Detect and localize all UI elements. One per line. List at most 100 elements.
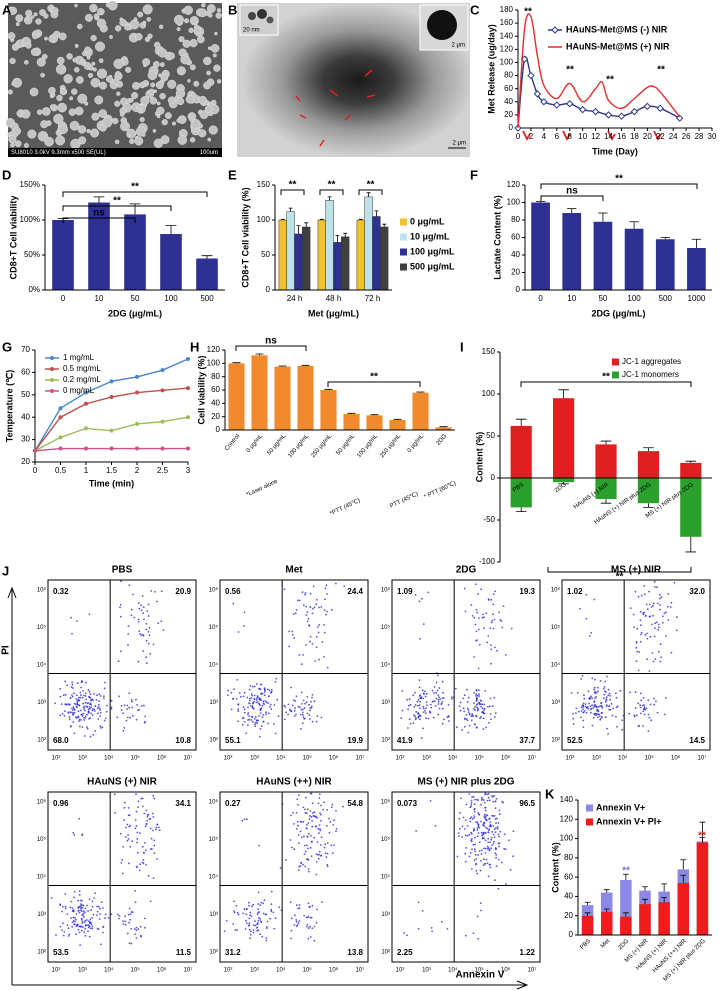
sem-particle: [184, 52, 189, 57]
flow-event: [120, 705, 123, 707]
flow-event: [656, 711, 659, 714]
flow-event: [254, 715, 257, 718]
y-tick-label: 100: [500, 58, 514, 67]
flow-event: [644, 634, 647, 636]
flow-event: [290, 937, 292, 940]
flow-event: [291, 846, 293, 849]
flow-event: [401, 709, 404, 712]
flow-event: [307, 868, 310, 870]
flow-event: [478, 850, 481, 852]
flow-event: [104, 917, 106, 919]
flow-event: [258, 715, 260, 717]
flow-event: [301, 703, 303, 705]
flow-event: [306, 923, 309, 926]
flow-x-tick-label: 10⁴: [276, 755, 286, 762]
sem-particle: [188, 27, 194, 34]
flow-event: [307, 870, 310, 873]
flow-event: [293, 715, 296, 717]
flow-event: [88, 691, 91, 693]
error-bar: [366, 192, 371, 197]
error-bar: [661, 883, 668, 892]
x-axis-label: 2DG (μg/mL): [108, 308, 162, 318]
flow-event: [72, 709, 74, 711]
sem-particle: [29, 87, 39, 97]
flow-event: [241, 723, 244, 726]
flow-event: [123, 704, 126, 706]
flow-event: [480, 831, 483, 834]
flow-event: [482, 728, 485, 730]
flow-event: [588, 702, 591, 705]
flow-event: [436, 689, 439, 692]
flow-event: [335, 830, 337, 833]
flow-event: [252, 903, 255, 906]
flow-event: [302, 654, 305, 656]
flow-title: PBS: [112, 565, 133, 576]
flow-event: [315, 861, 318, 863]
flow-event: [438, 707, 441, 710]
flow-event: [447, 704, 450, 706]
flow-event: [465, 803, 468, 806]
flow-event: [483, 703, 485, 706]
sem-particle: [157, 48, 168, 58]
flow-event: [512, 830, 515, 833]
sem-particle: [129, 138, 135, 145]
flow-event: [64, 905, 67, 908]
flow-event: [86, 726, 88, 729]
flow-event: [652, 614, 654, 617]
flow-event: [330, 608, 333, 611]
flow-event: [97, 928, 100, 930]
flow-event: [121, 859, 123, 861]
flow-event: [127, 644, 129, 647]
flow-event: [265, 701, 268, 704]
sem-particle: [90, 77, 101, 88]
flow-event: [124, 924, 127, 926]
sem-particle: [185, 95, 195, 104]
flow-event: [90, 923, 93, 926]
flow-event: [601, 706, 604, 709]
flow-event: [480, 588, 482, 591]
flow-event: [490, 836, 493, 839]
flow-event: [138, 607, 141, 610]
flow-event: [473, 803, 476, 806]
flow-event: [500, 861, 503, 864]
sem-particle: [147, 70, 158, 81]
flow-event: [592, 716, 595, 719]
flow-event: [491, 705, 494, 708]
flow-event: [315, 603, 318, 606]
point: [160, 368, 165, 373]
flow-event: [450, 698, 453, 700]
y-tick-label: -100: [479, 557, 496, 566]
flow-event: [124, 801, 126, 804]
flow-event: [305, 812, 308, 815]
flow-event: [305, 614, 308, 616]
sem-particle: [94, 95, 104, 105]
bar: [88, 202, 110, 290]
flow-event: [243, 708, 246, 711]
flow-event: [318, 793, 321, 796]
sem-particle: [131, 91, 139, 99]
flow-event: [475, 862, 477, 865]
flow-event: [496, 649, 498, 652]
sem-particle: [111, 117, 119, 125]
flow-event: [497, 887, 500, 890]
flow-event: [235, 698, 238, 700]
flow-event: [317, 631, 320, 634]
error-bar: [603, 889, 610, 893]
flow-event: [325, 584, 328, 587]
flow-event: [302, 820, 305, 823]
flow-event: [492, 815, 495, 817]
flow-event: [595, 695, 597, 698]
sem-particle: [7, 32, 16, 40]
flow-event: [493, 794, 495, 797]
flow-event: [435, 681, 438, 684]
flow-event: [490, 648, 493, 651]
flow-event: [73, 692, 75, 695]
flow-event: [136, 704, 139, 706]
flow-event: [488, 849, 491, 852]
flow-event: [141, 595, 144, 597]
flow-event: [493, 716, 496, 718]
error-bar: [319, 218, 324, 220]
flow-event: [265, 937, 268, 939]
flow-event: [437, 694, 440, 696]
flow-event: [81, 914, 84, 916]
